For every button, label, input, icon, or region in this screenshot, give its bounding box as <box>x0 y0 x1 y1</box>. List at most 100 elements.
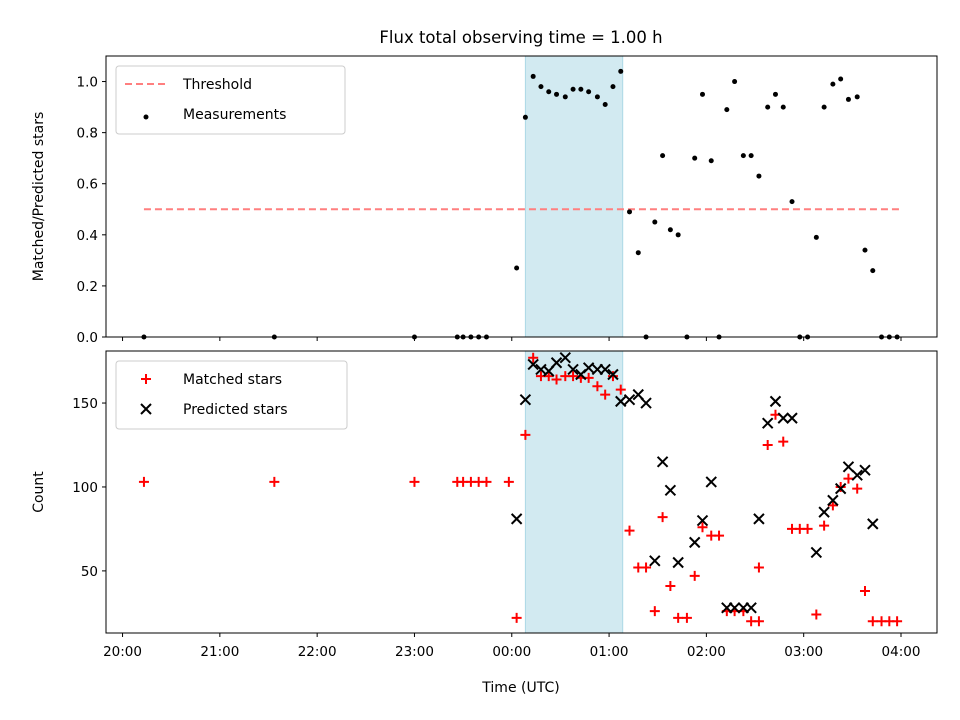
data-point <box>607 368 619 381</box>
data-point <box>827 500 838 511</box>
x-tick-label: 23:00 <box>395 644 434 660</box>
data-point <box>586 89 592 95</box>
data-point <box>582 362 595 374</box>
data-point <box>714 530 725 541</box>
data-point <box>138 476 149 487</box>
data-point <box>689 570 700 581</box>
data-point <box>732 79 738 85</box>
y-tick-label: 0.2 <box>77 279 98 295</box>
y-tick-label: 0.8 <box>77 126 98 142</box>
legend-label: Measurements <box>183 107 286 123</box>
data-point <box>559 352 571 364</box>
data-point <box>592 381 603 392</box>
legend-label: Predicted stars <box>183 402 288 418</box>
data-point <box>627 209 633 215</box>
series-predicted-stars <box>510 352 879 614</box>
data-point <box>554 91 560 97</box>
data-point <box>550 357 563 369</box>
y-tick-label: 1.0 <box>77 75 98 91</box>
x-tick-label: 04:00 <box>882 644 921 660</box>
data-point <box>602 102 608 108</box>
data-point <box>519 393 532 406</box>
data-point <box>765 104 771 110</box>
data-point <box>870 268 876 274</box>
data-point <box>623 393 636 406</box>
data-point <box>696 514 709 527</box>
legend-label: Threshold <box>182 77 252 93</box>
data-point <box>672 556 684 569</box>
data-point <box>697 522 708 533</box>
data-point <box>510 513 523 525</box>
legend-label: Matched stars <box>183 372 282 388</box>
y-axis-label: Matched/Predicted stars <box>31 112 47 282</box>
data-point <box>520 429 531 440</box>
data-point <box>859 586 870 597</box>
y-tick-label: 0.6 <box>77 177 98 193</box>
data-point <box>567 363 579 376</box>
data-point <box>649 555 661 567</box>
y-axis-label: Count <box>31 471 47 513</box>
data-point <box>514 265 520 271</box>
data-point <box>843 473 854 484</box>
data-point <box>543 371 554 382</box>
x-tick-label: 22:00 <box>298 644 337 660</box>
data-point <box>522 114 528 120</box>
legend-box <box>115 360 348 430</box>
data-point <box>610 84 616 90</box>
data-point <box>789 199 795 205</box>
data-point <box>838 76 844 82</box>
chart-title: Flux total observing time = 1.00 h <box>379 28 662 47</box>
y-tick-label: 0.4 <box>77 228 98 244</box>
data-point <box>538 84 544 90</box>
legend-marker <box>140 403 152 415</box>
data-point <box>615 395 627 408</box>
data-point <box>699 91 705 97</box>
x-tick-label: 00:00 <box>492 644 531 660</box>
data-point <box>562 94 568 100</box>
data-point <box>818 506 830 518</box>
data-point <box>786 412 798 424</box>
y-tick-label: 100 <box>72 480 98 496</box>
x-tick-label: 02:00 <box>687 644 726 660</box>
data-point <box>753 616 764 627</box>
data-point <box>269 476 280 487</box>
data-point <box>649 606 660 617</box>
data-point <box>830 81 836 87</box>
data-point <box>681 612 692 623</box>
data-point <box>652 219 658 225</box>
data-point <box>673 612 684 623</box>
data-point <box>641 562 652 573</box>
data-point <box>740 153 746 159</box>
data-point <box>570 86 576 92</box>
data-point <box>748 153 754 159</box>
data-point <box>635 250 641 256</box>
data-point <box>724 107 730 113</box>
data-point <box>657 512 668 523</box>
data-point <box>867 518 879 530</box>
data-point <box>675 232 681 238</box>
data-point <box>819 520 830 531</box>
data-point <box>810 546 823 559</box>
plot-panel-ratio: 0.0 0.2 0.4 0.6 0.8 1.0 Matched/Predicted star… <box>31 55 938 346</box>
data-point <box>862 247 868 253</box>
data-point <box>665 581 676 591</box>
data-point <box>728 602 741 614</box>
data-point <box>568 371 579 382</box>
data-point <box>705 476 717 488</box>
data-point <box>600 389 611 400</box>
data-point <box>599 363 611 376</box>
data-point <box>852 483 863 494</box>
data-point <box>761 417 774 429</box>
data-point <box>656 456 669 468</box>
data-point <box>802 523 813 534</box>
data-point <box>813 234 819 240</box>
data-point <box>811 609 822 620</box>
x-axis-label: Time (UTC) <box>481 680 559 696</box>
data-point <box>546 89 552 95</box>
data-point <box>778 436 789 447</box>
data-point <box>503 476 514 487</box>
legend-marker <box>143 114 149 120</box>
data-point <box>692 155 698 161</box>
y-tick-label: 0.0 <box>77 330 98 346</box>
